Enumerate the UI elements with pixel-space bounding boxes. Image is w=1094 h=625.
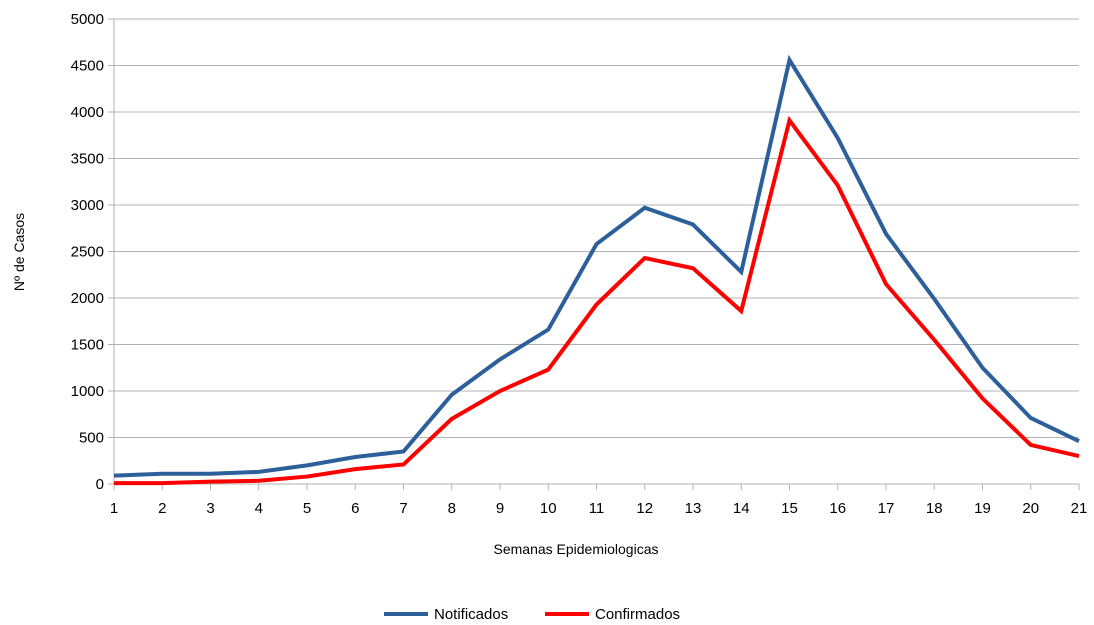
data-point-confirmados: [739, 309, 743, 313]
data-point-notificados: [305, 463, 309, 467]
data-point-notificados: [546, 328, 550, 332]
axes: [108, 18, 1080, 490]
data-point-confirmados: [160, 481, 164, 485]
data-point-notificados: [402, 449, 406, 453]
x-tick-label: 15: [781, 500, 798, 517]
data-point-notificados: [739, 270, 743, 274]
x-tick-label: 4: [255, 500, 263, 517]
data-point-notificados: [112, 474, 116, 478]
x-tick-label: 8: [448, 500, 456, 517]
data-point-confirmados: [981, 396, 985, 400]
y-tick-label: 500: [79, 430, 104, 447]
x-tick-label: 5: [303, 500, 311, 517]
data-point-confirmados: [498, 389, 502, 393]
y-tick-label: 2500: [71, 244, 104, 261]
x-tick-label: 7: [399, 500, 407, 517]
series-lines: [112, 54, 1081, 486]
data-point-confirmados: [643, 256, 647, 260]
y-tick-label: 0: [96, 476, 104, 493]
data-point-notificados: [884, 232, 888, 236]
x-tick-label: 16: [829, 500, 846, 517]
data-point-confirmados: [1077, 454, 1081, 458]
x-tick-label: 1: [110, 500, 118, 517]
data-point-confirmados: [1029, 443, 1033, 447]
x-tick-label: 2: [158, 500, 166, 517]
data-point-notificados: [932, 297, 936, 301]
x-tick-label: 9: [496, 500, 504, 517]
tick-labels: 0 500 1000 1500 2000 2500 3000 3500 4000 4500 5000…: [71, 11, 1088, 517]
x-tick-label: 10: [540, 500, 557, 517]
data-point-confirmados: [305, 475, 309, 479]
data-point-confirmados: [836, 183, 840, 187]
y-tick-label: 3500: [71, 151, 104, 168]
data-point-confirmados: [450, 417, 454, 421]
series-line-notificados: [113, 54, 1080, 478]
data-point-notificados: [643, 206, 647, 210]
data-point-confirmados: [691, 266, 695, 270]
data-point-notificados: [788, 58, 792, 62]
data-point-confirmados: [884, 282, 888, 286]
data-point-notificados: [981, 366, 985, 370]
data-point-confirmados: [209, 480, 213, 484]
x-tick-label: 11: [589, 500, 605, 517]
data-point-confirmados: [402, 462, 406, 466]
data-point-notificados: [498, 357, 502, 361]
x-tick-label: 13: [685, 500, 702, 517]
y-tick-label: 1500: [71, 337, 104, 354]
x-tick-label: 19: [974, 500, 991, 517]
data-point-notificados: [1029, 416, 1033, 420]
data-point-notificados: [1077, 439, 1081, 443]
data-point-notificados: [691, 223, 695, 227]
data-point-notificados: [353, 455, 357, 459]
y-axis-title: Nº de Casos: [11, 213, 27, 291]
x-tick-label: 14: [733, 500, 750, 517]
legend-label-confirmados: Confirmados: [595, 606, 680, 623]
y-tick-label: 4500: [71, 58, 104, 75]
data-point-confirmados: [257, 479, 261, 483]
y-tick-label: 2000: [71, 290, 104, 307]
x-tick-label: 18: [926, 500, 943, 517]
x-tick-label: 17: [878, 500, 895, 517]
x-tick-label: 3: [206, 500, 214, 517]
y-tick-label: 4000: [71, 104, 104, 121]
y-tick-label: 3000: [71, 197, 104, 214]
x-tick-label: 12: [636, 500, 653, 517]
y-tick-label: 5000: [71, 11, 104, 28]
data-point-confirmados: [788, 118, 792, 122]
data-point-confirmados: [595, 303, 599, 307]
gridlines: [114, 18, 1079, 485]
data-point-confirmados: [546, 368, 550, 372]
series-line-confirmados: [114, 115, 1080, 486]
data-point-notificados: [595, 242, 599, 246]
data-point-notificados: [450, 393, 454, 397]
legend: Notificados Confirmados: [384, 606, 680, 623]
data-point-confirmados: [932, 338, 936, 342]
data-point-notificados: [209, 472, 213, 476]
data-point-notificados: [836, 136, 840, 140]
data-point-confirmados: [112, 481, 116, 485]
y-tick-label: 1000: [71, 383, 104, 400]
data-point-confirmados: [353, 467, 357, 471]
data-point-notificados: [257, 470, 261, 474]
x-tick-label: 21: [1071, 500, 1088, 517]
data-point-notificados: [160, 472, 164, 476]
x-tick-label: 6: [351, 500, 359, 517]
legend-label-notificados: Notificados: [434, 606, 508, 623]
x-tick-label: 20: [1022, 500, 1039, 517]
x-axis-title: Semanas Epidemiologicas: [494, 541, 659, 557]
